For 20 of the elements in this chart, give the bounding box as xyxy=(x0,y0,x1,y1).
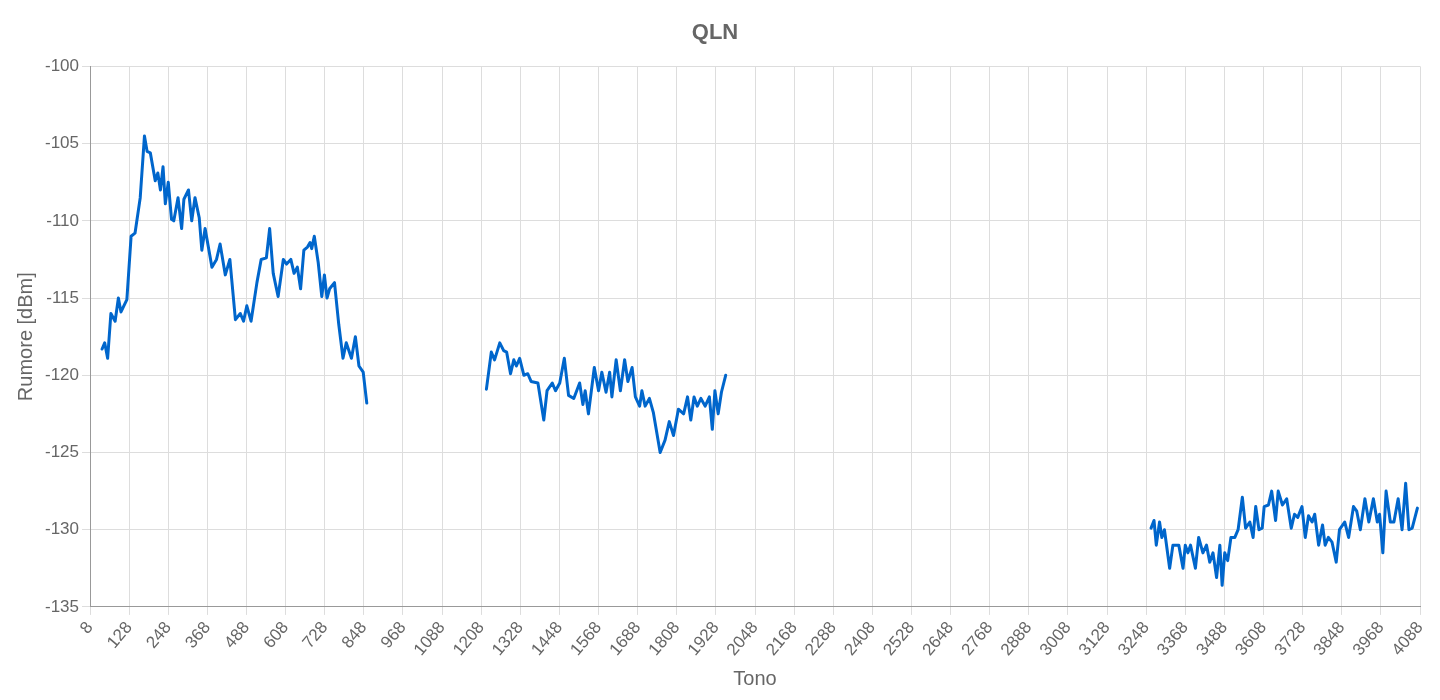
x-tick-label: 728 xyxy=(298,617,332,652)
x-tick-label: 248 xyxy=(142,617,175,652)
x-tick-label: 488 xyxy=(220,617,254,652)
x-tick-label: 968 xyxy=(376,617,410,652)
y-tick-label: -135 xyxy=(44,596,80,616)
y-tick-label: -130 xyxy=(44,519,80,539)
y-tick-label: -110 xyxy=(46,210,80,230)
y-tick-label: -105 xyxy=(44,133,80,153)
y-tick-label: -115 xyxy=(46,287,80,307)
y-tick-label: -100 xyxy=(44,56,80,76)
chart-title: QLN xyxy=(691,19,739,45)
x-tick-label: 368 xyxy=(181,617,215,652)
x-tick-label: 8 xyxy=(76,617,97,638)
x-tick-label: 608 xyxy=(259,617,293,652)
y-tick-label: -120 xyxy=(44,364,80,384)
x-tick-label: 128 xyxy=(103,617,136,652)
y-tick-label: -125 xyxy=(44,442,80,462)
y-axis-title: Rumore [dBm] xyxy=(13,272,36,402)
x-axis-title: Tono xyxy=(733,666,777,689)
x-tick-label: 848 xyxy=(337,617,371,652)
